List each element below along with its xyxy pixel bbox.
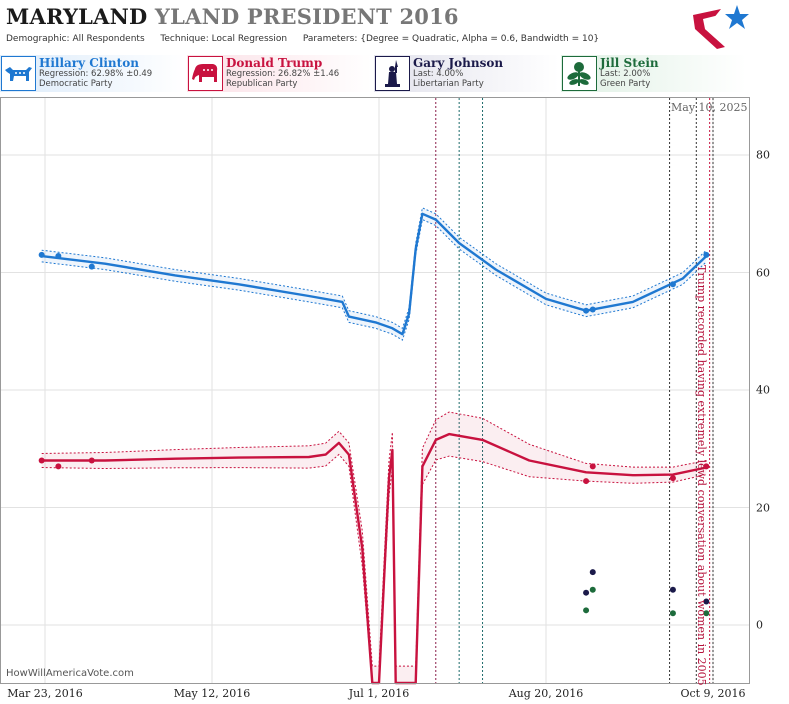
- johnson-stat: Last: 4.00%: [413, 69, 464, 79]
- trump-poll-point: [703, 463, 710, 470]
- y-tick-label: 80: [756, 148, 770, 162]
- stein-poll-point: [703, 610, 710, 617]
- y-tick-label: 20: [756, 501, 770, 514]
- johnson-poll-point: [669, 586, 676, 593]
- clinton-poll-point: [583, 307, 590, 314]
- technique-value: Local Regression: [211, 34, 288, 44]
- clinton-poll-point: [88, 263, 95, 270]
- stein-party: Green Party: [600, 79, 651, 89]
- event-annotation: Trump recorded having extremely lewd con…: [695, 265, 708, 686]
- title-rest: YLAND PRESIDENT 2016: [154, 4, 459, 29]
- trump-poll-point: [583, 478, 590, 485]
- source-credit: HowWillAmericaVote.com: [6, 668, 134, 679]
- johnson-poll-point: [583, 589, 590, 596]
- trump-poll-point: [88, 457, 95, 464]
- legend-stein: Jill Stein Last: 2.00% Green Party: [561, 55, 746, 92]
- stein-name: Jill Stein: [600, 56, 659, 70]
- x-tick-label: May 12, 2016: [173, 687, 251, 700]
- trump-poll-point: [669, 475, 676, 482]
- legend-clinton: Hillary Clinton Regression: 62.98% ±0.49…: [0, 55, 185, 92]
- donkey-icon: [1, 56, 36, 91]
- demographic-label: Demographic:: [6, 34, 70, 44]
- johnson-poll-point: [703, 598, 710, 605]
- demographic-value: All Respondents: [72, 34, 145, 44]
- trump-name: Donald Trump: [226, 56, 323, 70]
- poll-chart: [0, 97, 750, 685]
- confidence-bands: [41, 207, 707, 684]
- clinton-name: Hillary Clinton: [39, 56, 139, 70]
- clinton-band-fill: [41, 207, 707, 341]
- trump-band-upper: [41, 411, 707, 667]
- trump-stat: Regression: 26.82% ±1.46: [226, 69, 340, 79]
- y-tick-label: 0: [756, 618, 763, 632]
- x-tick-label: Jul 1, 2016: [348, 687, 410, 700]
- y-tick-label: 40: [756, 383, 770, 397]
- clinton-party: Democratic Party: [39, 79, 113, 89]
- trump-band-lower: [41, 453, 707, 684]
- regression-lines: [41, 212, 708, 685]
- trump-party: Republican Party: [226, 79, 298, 89]
- title-state: MARYLAND: [6, 4, 148, 29]
- stein-stat: Last: 2.00%: [600, 69, 651, 79]
- trump-regression-line: [41, 432, 707, 685]
- clinton-poll-point: [55, 253, 62, 260]
- parameters-line: Demographic: All Respondents Technique: …: [6, 34, 599, 44]
- y-tick-label: 60: [756, 266, 770, 279]
- johnson-poll-point: [589, 569, 596, 576]
- x-tick-label: Oct 9, 2016: [680, 687, 746, 700]
- page-title: MARYLAND YLAND PRESIDENT 2016: [6, 4, 459, 29]
- stein-poll-point: [589, 586, 596, 593]
- parameters-label: Parameters:: [302, 34, 358, 44]
- technique-label: Technique:: [160, 34, 209, 44]
- star-flag-logo: [693, 5, 749, 49]
- chart-grid: [1, 98, 749, 683]
- poll-points: [38, 251, 710, 617]
- johnson-name: Gary Johnson: [413, 56, 504, 70]
- trump-poll-point: [38, 457, 45, 464]
- trump-poll-point: [589, 463, 596, 470]
- current-date-label: May 10, 2025: [671, 101, 748, 114]
- elephant-icon: [188, 56, 223, 91]
- clinton-poll-point: [38, 251, 45, 258]
- legend-johnson: Gary Johnson Last: 4.00% Libertarian Par…: [374, 55, 559, 92]
- legend-trump: Donald Trump Regression: 26.82% ±1.46 Re…: [187, 55, 372, 92]
- x-tick-label: Mar 23, 2016: [7, 687, 83, 700]
- plot-frame: [0, 97, 750, 684]
- candidate-legend: Hillary Clinton Regression: 62.98% ±0.49…: [0, 55, 750, 92]
- x-tick-label: Aug 20, 2016: [508, 687, 584, 700]
- event-lines: [435, 98, 714, 683]
- trump-poll-point: [55, 463, 62, 470]
- liberty-statue-icon: [375, 56, 410, 91]
- johnson-party: Libertarian Party: [413, 79, 484, 89]
- clinton-stat: Regression: 62.98% ±0.49: [39, 69, 153, 79]
- trump-band-fill: [41, 412, 707, 683]
- stein-poll-point: [583, 607, 590, 614]
- parameters-value: {Degree = Quadratic, Alpha = 0.6, Bandwi…: [360, 34, 600, 44]
- leaf-icon: [562, 56, 597, 91]
- clinton-poll-point: [703, 251, 710, 258]
- stein-poll-point: [669, 610, 676, 617]
- clinton-regression-line: [41, 212, 708, 336]
- clinton-poll-point: [669, 281, 676, 288]
- clinton-poll-point: [589, 306, 596, 313]
